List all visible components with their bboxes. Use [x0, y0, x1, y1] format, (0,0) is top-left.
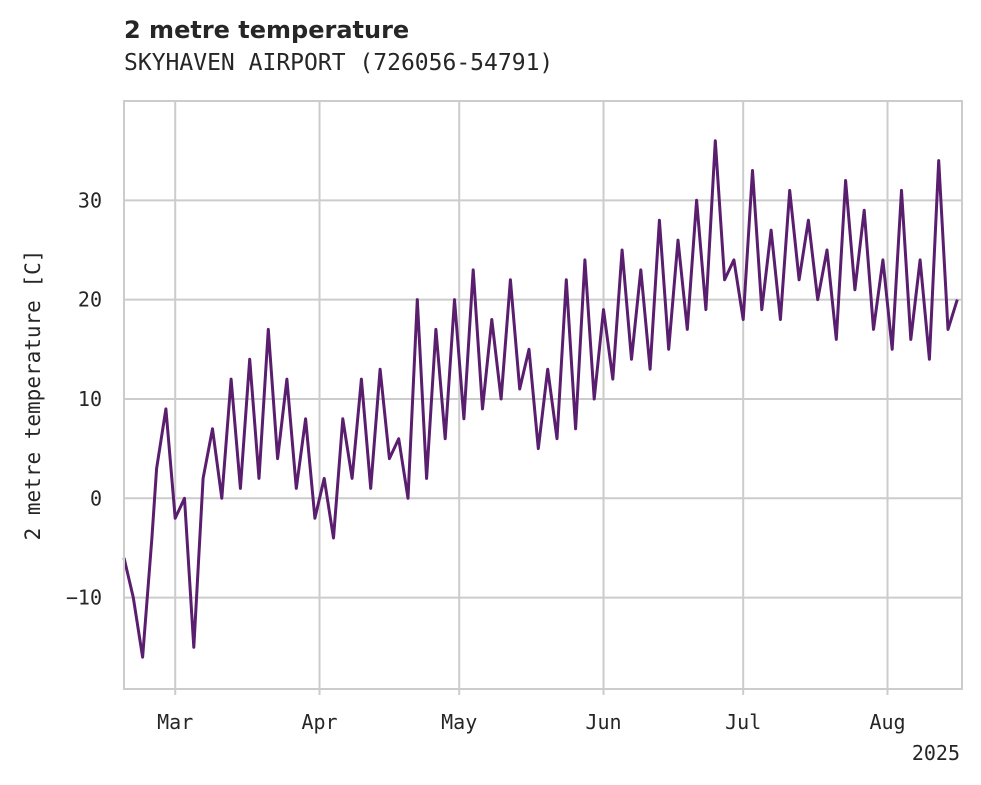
y-tick: −10	[66, 586, 102, 610]
series-group	[122, 139, 959, 659]
x-tick: Jul	[725, 689, 761, 734]
x-axis-year-label: 2025	[912, 741, 960, 765]
chart-title: 2 metre temperature	[124, 16, 410, 44]
y-tick: 20	[78, 288, 102, 312]
y-tick-label: 30	[78, 188, 102, 212]
y-tick-label: 20	[78, 288, 102, 312]
x-tick-label: May	[441, 710, 477, 734]
y-tick-label: −10	[66, 586, 102, 610]
x-tick-label: Apr	[301, 710, 337, 734]
x-tick: Aug	[869, 689, 906, 734]
x-tick: Apr	[301, 689, 338, 734]
x-tick-label: Aug	[869, 710, 905, 734]
chart-subtitle: SKYHAVEN AIRPORT (726056-54791)	[124, 50, 554, 76]
x-tick: May	[441, 689, 477, 734]
x-tick-label: Jul	[725, 710, 761, 734]
x-tick-label: Jun	[585, 710, 621, 734]
y-tick-label: 0	[90, 486, 102, 510]
y-axis: −10 0 10 20 30	[66, 188, 102, 609]
y-tick: 30	[78, 188, 102, 212]
x-tick-label: Mar	[157, 710, 193, 734]
y-tick-label: 10	[78, 387, 102, 411]
series-line	[122, 139, 959, 659]
x-tick: Mar	[157, 689, 193, 734]
x-axis: Mar Apr May Jun Jul Aug	[157, 689, 906, 734]
y-tick: 10	[78, 387, 102, 411]
gridlines	[124, 101, 962, 689]
plot-frame	[123, 100, 963, 690]
y-tick: 0	[90, 486, 102, 510]
y-axis-label: 2 metre temperature [C]	[21, 250, 45, 541]
x-tick: Jun	[585, 689, 622, 734]
